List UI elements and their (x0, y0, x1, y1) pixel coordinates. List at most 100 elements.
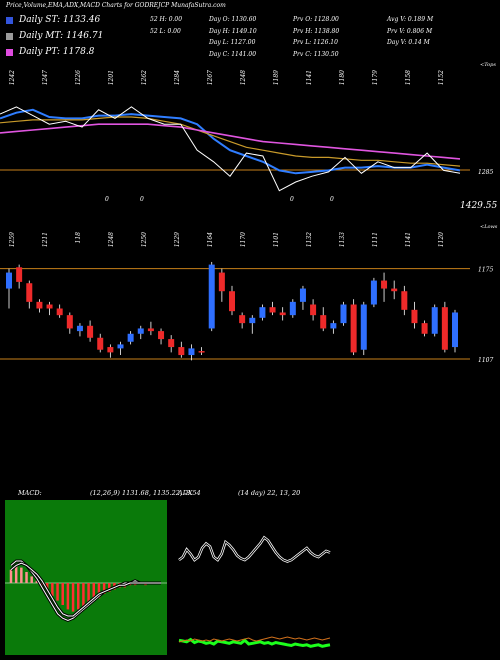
macd-signal-line (10, 562, 161, 617)
candle-right-label-1107: 1107 (478, 357, 493, 364)
ema-top-label: 1242 (9, 70, 16, 85)
candle-body (279, 312, 286, 316)
legend-st: Daily ST: 1133.46 (6, 15, 100, 25)
candle-body (370, 280, 377, 305)
adx-chart (175, 500, 337, 655)
candle-body (117, 344, 124, 349)
macd-signal-line (10, 560, 161, 621)
adx-title: ADX (178, 489, 193, 497)
ema-top-label: 1284 (174, 70, 181, 85)
candle-body (36, 301, 43, 309)
candle-body (168, 339, 175, 348)
ema-top-label: 1226 (75, 70, 82, 85)
candle-top-label: 1111 (372, 232, 379, 247)
candle-top-label: 1120 (438, 232, 445, 247)
candle-body (299, 288, 306, 302)
legend-pt-swatch (6, 48, 13, 56)
ema-top-label: 1201 (108, 70, 115, 85)
candle-body (56, 308, 63, 316)
candle-body (289, 301, 296, 316)
candle-body (16, 267, 23, 282)
ema-inner-label: 0 (330, 196, 334, 203)
ema-top-label: 1158 (405, 70, 412, 85)
stats-col3: Prv O: 1128.00 Prv H: 1138.80 Prv L: 1126.… (293, 14, 339, 60)
candle-top-label: 1170 (240, 232, 247, 247)
ema-inner-label: 0 (105, 196, 109, 203)
candle-body (97, 337, 104, 350)
candle-body (320, 315, 327, 329)
candle-body (401, 291, 408, 310)
candle-body (421, 323, 428, 334)
macd-title: MACD: (18, 489, 42, 497)
candle-body (381, 280, 388, 289)
candle-body (137, 328, 144, 334)
stats-col2: Day O: 1130.60 Day H: 1149.10 Day L: 1127.… (209, 14, 257, 60)
ema-right-label-tops: <Tops (480, 62, 496, 68)
legend-pt: Daily PT: 1178.8 (6, 47, 94, 57)
candle-body (188, 348, 195, 356)
candle-chart: 1259 1211 118 1248 1250 1229 1164 1170 1101 1132 1… (0, 224, 498, 364)
candle-body (269, 307, 276, 313)
legend-mt: Daily MT: 1146.71 (6, 31, 103, 41)
legend-pt-label: Daily PT: 1178.8 (19, 47, 95, 57)
stats-col4: Avg V: 0.189 M Prv V: 0.806 M Day V: 0.14 … (387, 14, 433, 49)
candle-body (147, 328, 154, 332)
candle-top-label: 118 (75, 232, 82, 244)
stat-avg-vol: Avg V: 0.189 M (387, 16, 434, 23)
candle-body (411, 309, 418, 324)
adx-background (175, 500, 337, 655)
candle-body (26, 283, 33, 302)
ema-top-label: 1267 (207, 70, 214, 85)
stat-52h: 52 H: 0.00 (150, 16, 183, 23)
candle-body (239, 315, 246, 324)
stat-day-low: Day L: 1127.00 (209, 39, 256, 46)
candle-body (441, 307, 448, 350)
ema-inner-label: 0 (290, 196, 294, 203)
candle-top-label: 1133 (339, 232, 346, 247)
chart-header: Price,Volume,EMA,ADX,MACD Charts for GOD… (6, 2, 226, 9)
ema-top-label: 1152 (438, 70, 445, 85)
candle-top-label: 1164 (207, 232, 214, 247)
candle-body (340, 304, 347, 324)
candle-body (350, 304, 357, 353)
candle-body (208, 264, 215, 329)
stat-day-vol: Day V: 0.14 M (387, 39, 430, 46)
candle-top-label: 1248 (108, 232, 115, 247)
ema-top-label: 1262 (141, 70, 148, 85)
candle-body (218, 272, 225, 292)
candle-body (46, 304, 53, 309)
adx-di-line (178, 637, 331, 648)
stat-prv-vol: Prv V: 0.806 M (387, 27, 433, 35)
macd-params: (12,26,9) 1131.68, 1135.22, -3.54 (90, 489, 201, 497)
stats-col1: 52 H: 0.00 52 L: 0.00 (150, 14, 182, 37)
stat-prv-high: Prv H: 1138.80 (293, 27, 340, 35)
candle-top-label: 1250 (141, 232, 148, 247)
ema-inner-label: 0 (140, 196, 144, 203)
candle-top-label: 1132 (306, 232, 313, 247)
candle-body (259, 307, 266, 318)
candle-body (66, 315, 73, 329)
candle-body (158, 331, 165, 340)
candle-body (452, 312, 458, 348)
ema-top-label: 1248 (240, 70, 247, 85)
stat-prv-close: Prv C: 1130.50 (293, 50, 339, 58)
legend-mt-label: Daily MT: 1146.71 (19, 31, 104, 41)
candle-top-label: 1211 (42, 232, 49, 247)
candle-body (431, 307, 438, 334)
candle-body (310, 304, 317, 316)
candle-body (76, 325, 83, 332)
candle-right-label-1175: 1175 (478, 267, 493, 274)
macd-background (5, 500, 167, 655)
candle-body (6, 272, 12, 289)
candle-body (107, 347, 114, 353)
candle-body (360, 304, 367, 350)
ema-chart: 1242 1247 1226 1201 1262 1284 1267 1248 1189 1141… (0, 62, 497, 211)
macd-chart (5, 500, 167, 655)
stat-day-open: Day O: 1130.60 (209, 16, 257, 23)
candle-top-label: 1101 (273, 232, 280, 247)
stat-day-high: Day H: 1149.10 (209, 27, 257, 35)
candle-top-label: 1141 (405, 232, 412, 247)
ema-series-line (0, 106, 461, 192)
ema-series-line (0, 116, 461, 167)
ema-top-label: 1141 (306, 70, 313, 85)
